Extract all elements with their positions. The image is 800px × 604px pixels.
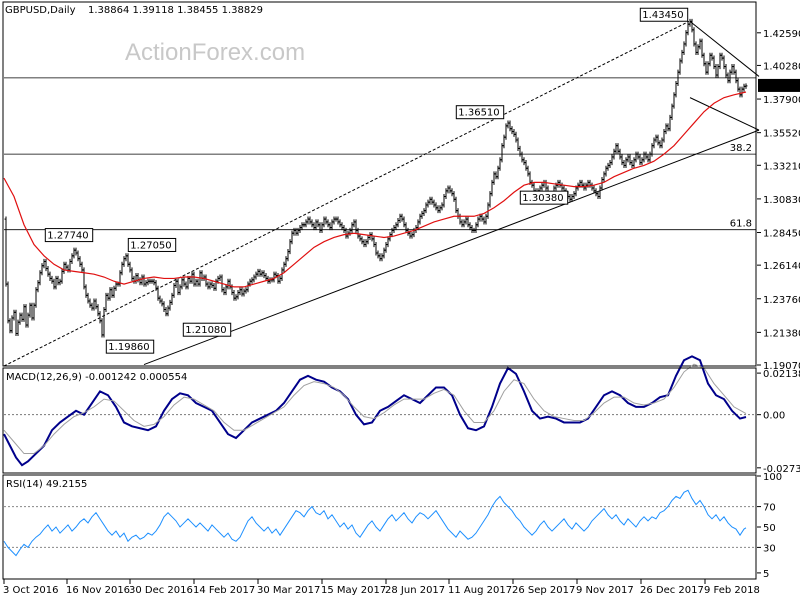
trend-line xyxy=(689,20,760,77)
trend-line xyxy=(3,20,690,367)
date-axis-label: 15 May 2017 xyxy=(321,585,386,596)
price-annotation-label: 1.27050 xyxy=(130,240,171,251)
price-axis-label: 1.21380 xyxy=(763,328,800,339)
date-axis-label: 11 Aug 2017 xyxy=(448,585,512,596)
macd-axis-label: 0.00 xyxy=(763,411,785,422)
rsi-title: RSI(14) 49.2155 xyxy=(6,479,87,490)
date-axis-label: 9 Nov 2017 xyxy=(576,585,634,596)
macd-axis-label: -0.027353 xyxy=(763,464,800,475)
price-axis-label: 1.33210 xyxy=(763,161,800,172)
fib-level-label: 38.2 xyxy=(730,143,752,154)
moving-average-line xyxy=(3,91,747,288)
date-axis-label: 26 Sep 2017 xyxy=(512,585,575,596)
price-chart-title: GBPUSD,Daily xyxy=(5,5,76,16)
price-axis-label: 1.40280 xyxy=(763,61,800,72)
price-annotation-label: 1.19860 xyxy=(108,342,149,353)
price-annotation-label: 1.43450 xyxy=(642,10,683,21)
price-axis-label: 1.28450 xyxy=(763,229,800,240)
rsi-axis-label: 50 xyxy=(763,523,776,534)
date-axis-label: 3 Oct 2016 xyxy=(3,585,58,596)
date-axis-label: 26 Dec 2017 xyxy=(640,585,704,596)
date-axis-label: 30 Mar 2017 xyxy=(257,585,320,596)
last-price-label: 1.38829 xyxy=(761,82,800,93)
date-axis-label: 9 Feb 2018 xyxy=(704,585,760,596)
macd-axis-label: 0.021384 xyxy=(763,369,800,380)
price-annotation-label: 1.27740 xyxy=(47,231,88,242)
price-annotation-box xyxy=(639,7,689,22)
price-annotation-label: 1.21080 xyxy=(185,325,226,336)
price-annotation-label: 1.30380 xyxy=(522,193,563,204)
price-axis-label: 1.35520 xyxy=(763,129,800,140)
rsi-axis-label: 100 xyxy=(763,472,782,483)
date-axis-label: 28 Jun 2017 xyxy=(385,585,445,596)
price-axis-label: 1.26140 xyxy=(763,261,800,272)
price-annotation-label: 1.36510 xyxy=(458,108,499,119)
price-axis-label: 1.19070 xyxy=(763,361,800,372)
price-axis-label: 1.30830 xyxy=(763,195,800,206)
rsi-line xyxy=(3,489,747,557)
date-axis-label: 30 Dec 2016 xyxy=(129,585,193,596)
rsi-axis-label: 5 xyxy=(763,569,769,580)
macd-line xyxy=(3,355,747,467)
date-axis-label: 16 Nov 2016 xyxy=(66,585,130,596)
trend-line xyxy=(143,129,760,366)
price-annotation-box xyxy=(455,105,505,120)
price-annotation-box xyxy=(127,237,177,252)
watermark: ActionForex.com xyxy=(125,39,305,66)
price-annotation-box xyxy=(105,339,155,354)
date-axis-label: 14 Feb 2017 xyxy=(193,585,255,596)
trend-line xyxy=(689,97,760,131)
price-axis-label: 1.42590 xyxy=(763,29,800,40)
rsi-axis-label: 30 xyxy=(763,543,776,554)
fib-level-label: 61.8 xyxy=(730,219,752,230)
last-price-box xyxy=(758,78,800,92)
rsi-axis-label: 70 xyxy=(763,503,776,514)
price-axis-label: 1.37900 xyxy=(763,95,800,106)
price-annotation-box xyxy=(182,322,232,337)
macd-signal-line xyxy=(3,363,747,455)
price-annotation-box xyxy=(519,190,569,205)
price-axis-label: 1.23760 xyxy=(763,295,800,306)
macd-title: MACD(12,26,9) -0.001242 0.000554 xyxy=(6,372,187,383)
price-ohlc: 1.38864 1.39118 1.38455 1.38829 xyxy=(88,5,263,16)
price-annotation-box xyxy=(44,228,94,243)
